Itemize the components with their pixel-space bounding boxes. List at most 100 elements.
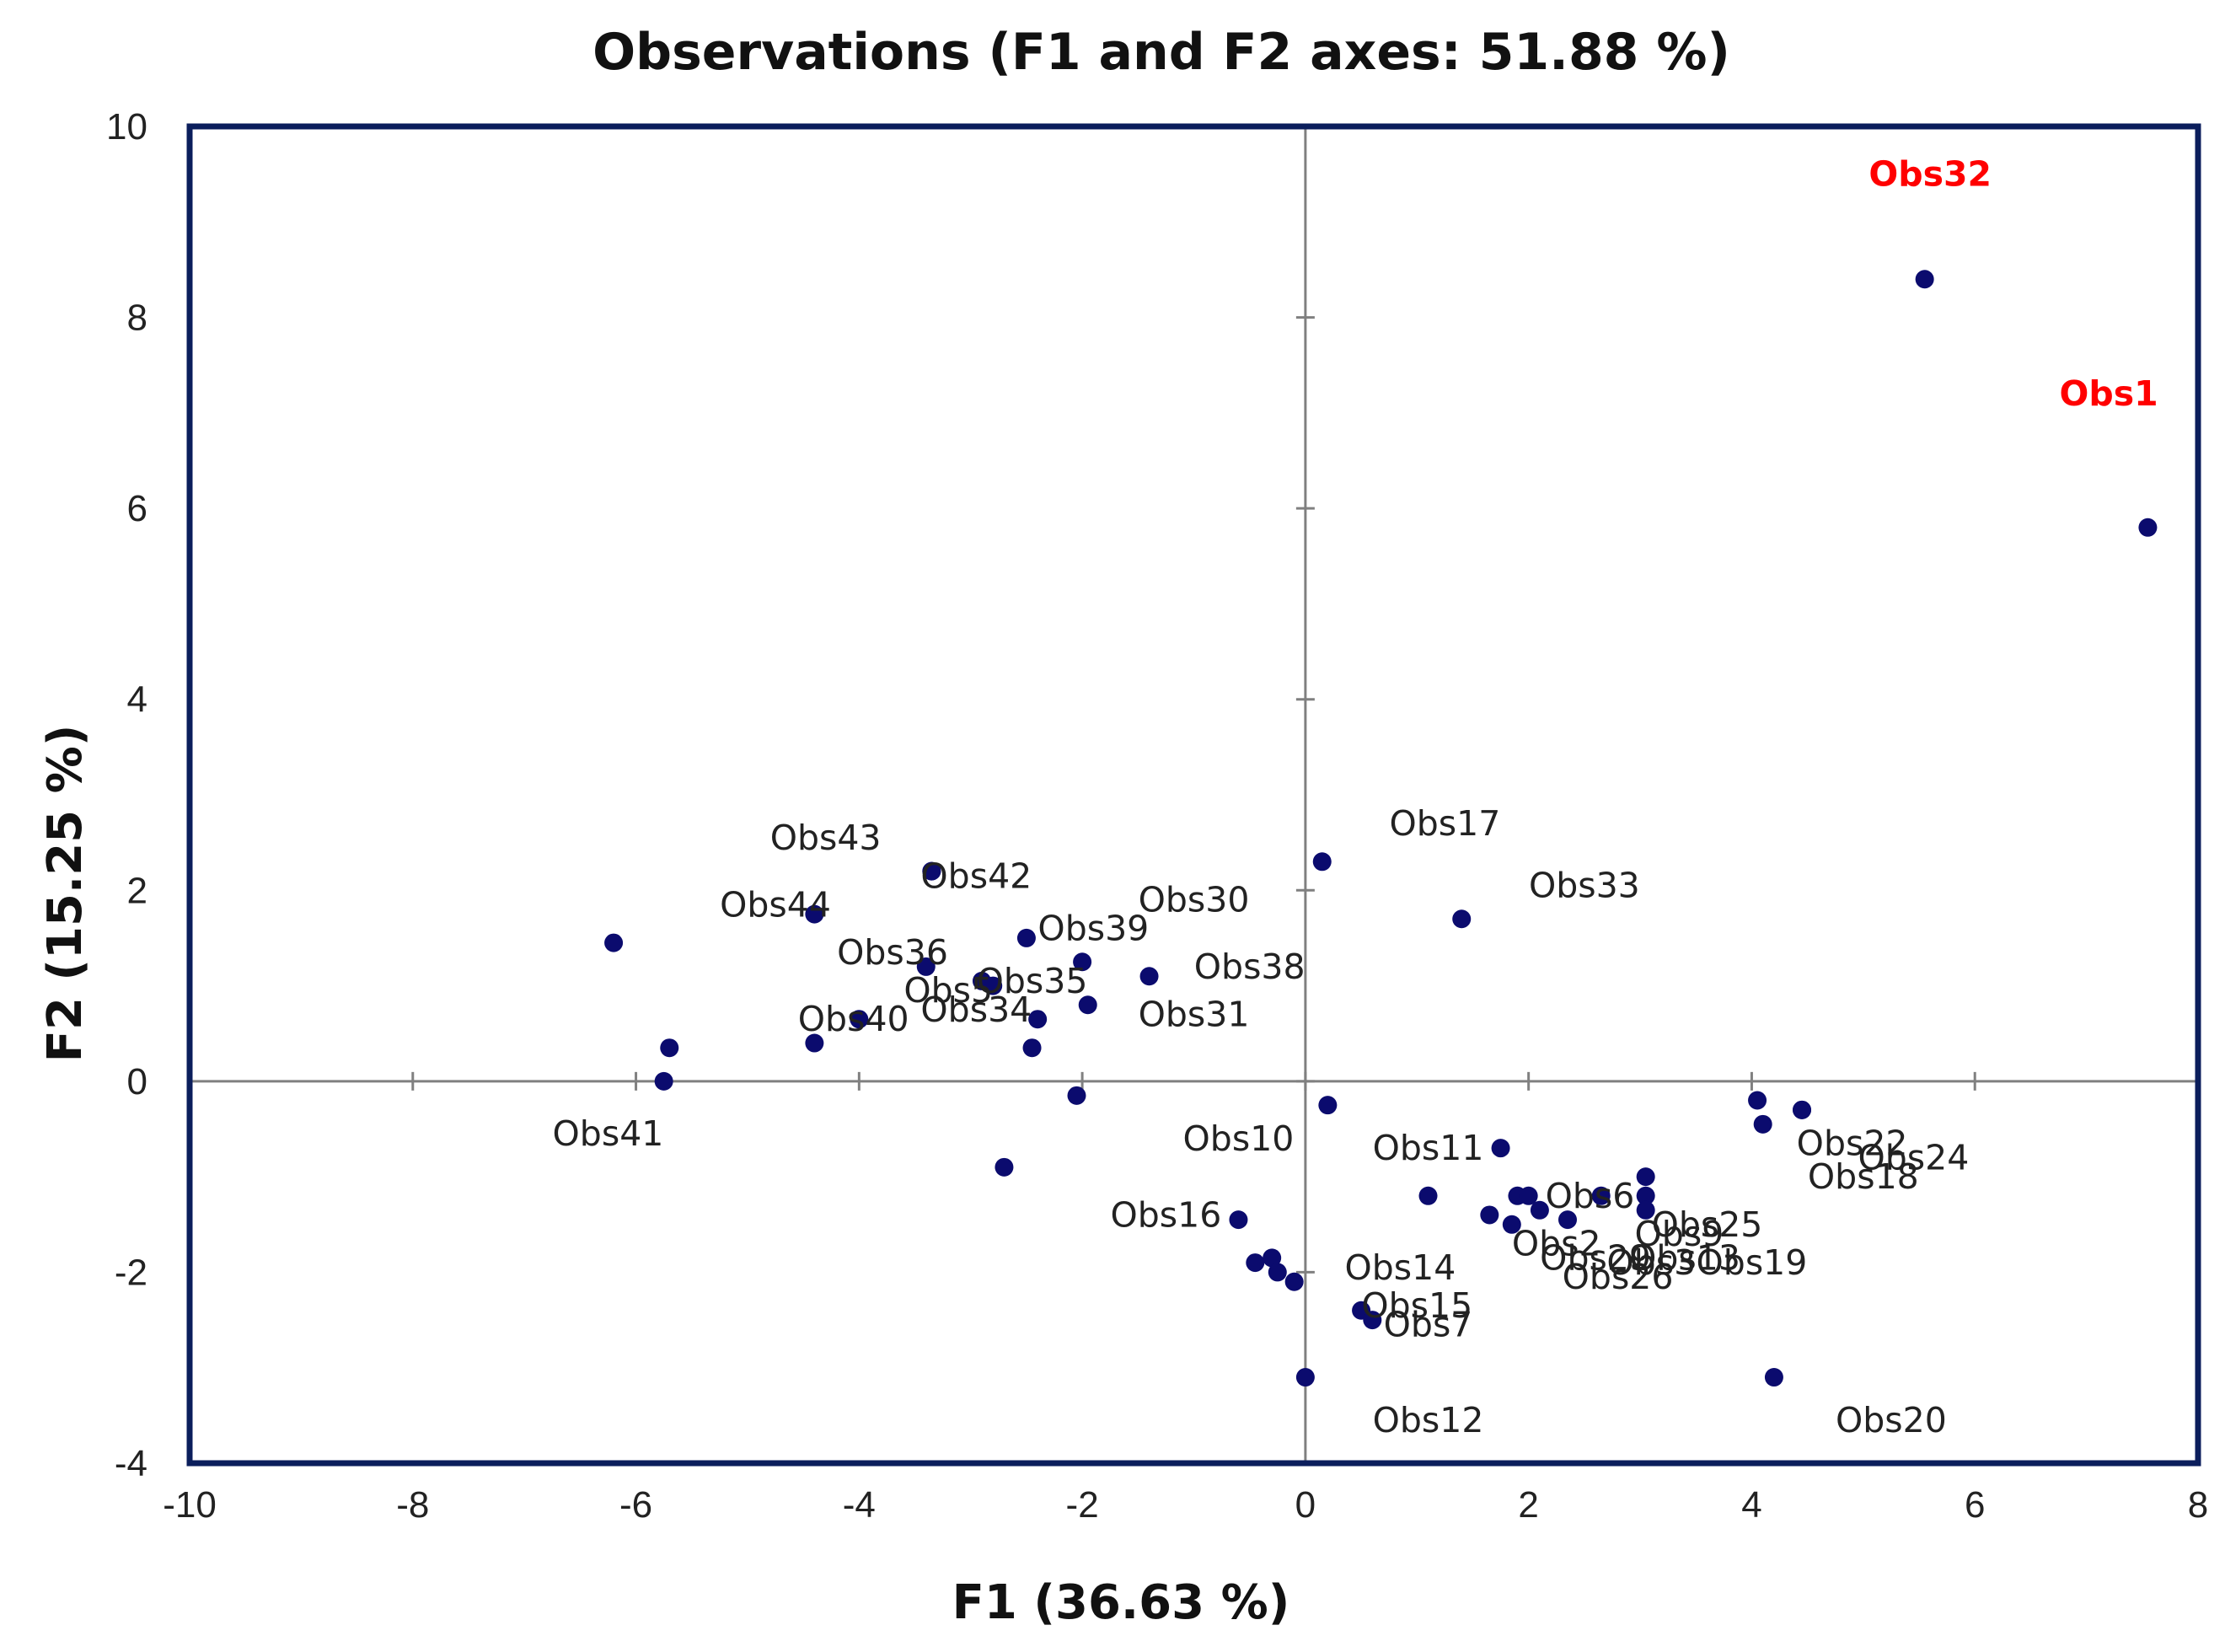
point-label: Obs17 bbox=[1389, 803, 1500, 844]
x-tick-label: 6 bbox=[1965, 1484, 1985, 1526]
x-tick-label: 0 bbox=[1295, 1484, 1316, 1526]
data-point bbox=[1363, 1311, 1382, 1330]
data-point bbox=[1793, 1100, 1812, 1119]
point-label: Obs22 bbox=[1797, 1123, 1908, 1163]
x-tick-label: -4 bbox=[843, 1484, 876, 1526]
data-point bbox=[1022, 1038, 1042, 1058]
data-point bbox=[1016, 928, 1036, 947]
y-tick-label: 2 bbox=[127, 870, 147, 911]
point-label: Obs34 bbox=[920, 990, 1032, 1030]
point-label: Obs11 bbox=[1373, 1128, 1484, 1168]
data-point bbox=[995, 1157, 1014, 1177]
point-label: Obs20 bbox=[1836, 1400, 1947, 1440]
point-label: Obs33 bbox=[1529, 866, 1640, 906]
data-point bbox=[1636, 1200, 1655, 1220]
data-point bbox=[805, 904, 824, 924]
point-label: Obs44 bbox=[720, 884, 831, 925]
data-point bbox=[1519, 1186, 1538, 1205]
data-point bbox=[1268, 1263, 1287, 1282]
data-point bbox=[1491, 1139, 1510, 1158]
data-point bbox=[2138, 518, 2158, 537]
data-point bbox=[1452, 909, 1472, 929]
y-tick-label: -2 bbox=[115, 1252, 147, 1293]
x-tick-label: 2 bbox=[1518, 1484, 1538, 1526]
x-tick-label: -2 bbox=[1066, 1484, 1099, 1526]
point-label: Obs7 bbox=[1384, 1305, 1473, 1345]
x-tick-label: -10 bbox=[163, 1484, 217, 1526]
point-label: Obs40 bbox=[798, 999, 909, 1039]
data-point bbox=[660, 1038, 679, 1058]
point-label: Obs36 bbox=[837, 932, 948, 973]
x-tick-label: -8 bbox=[396, 1484, 429, 1526]
point-label: Obs2 bbox=[1512, 1223, 1601, 1263]
axes-layer bbox=[188, 125, 2200, 1465]
point-label: Obs30 bbox=[1139, 880, 1250, 920]
y-tick-label: 8 bbox=[127, 298, 147, 339]
y-axis-title: F2 (15.25 %) bbox=[38, 725, 93, 1063]
data-point bbox=[850, 1010, 869, 1029]
point-label: Obs35 bbox=[977, 961, 1088, 1001]
point-label: Obs6 bbox=[1546, 1176, 1635, 1216]
y-tick-label: 0 bbox=[127, 1061, 147, 1102]
data-point bbox=[984, 976, 1003, 995]
data-point bbox=[1246, 1253, 1265, 1273]
x-tick-label: 8 bbox=[2188, 1484, 2208, 1526]
data-point bbox=[604, 933, 624, 952]
point-label: Obs15 bbox=[1361, 1285, 1472, 1326]
point-label: Obs3 bbox=[1606, 1242, 1696, 1283]
data-point bbox=[916, 957, 936, 976]
data-point bbox=[1295, 1368, 1315, 1387]
y-tick-label: 10 bbox=[106, 106, 147, 148]
point-label: Obs5 bbox=[903, 970, 993, 1011]
data-point bbox=[1284, 1272, 1304, 1291]
data-point bbox=[1312, 852, 1332, 872]
point-label: Obs26 bbox=[1563, 1257, 1674, 1297]
data-point bbox=[1636, 1167, 1655, 1187]
data-point bbox=[1078, 995, 1097, 1015]
data-point bbox=[1263, 1248, 1282, 1268]
point-label: Obs9 bbox=[1635, 1214, 1724, 1254]
point-label: Obs42 bbox=[920, 856, 1032, 896]
point-label: Obs29 bbox=[1540, 1237, 1651, 1278]
y-tick-label: -4 bbox=[115, 1443, 147, 1484]
data-point bbox=[805, 1033, 824, 1053]
point-label: Obs24 bbox=[1858, 1137, 1969, 1177]
data-point bbox=[1753, 1114, 1772, 1134]
tick-labels: -10 -8 -6 -4 -2 0 2 4 6 8 -4 -2 0 2 4 6 8 10 bbox=[106, 106, 2208, 1526]
data-point bbox=[1318, 1096, 1338, 1115]
data-point bbox=[1764, 1368, 1783, 1387]
data-point bbox=[1530, 1200, 1549, 1220]
point-label: Obs32 bbox=[1868, 154, 1992, 195]
point-label: Obs31 bbox=[1139, 995, 1250, 1035]
x-axis-title: F1 (36.63 %) bbox=[952, 1575, 1290, 1630]
data-point bbox=[1502, 1215, 1521, 1234]
point-label: Obs10 bbox=[1183, 1118, 1295, 1159]
point-label: Obs43 bbox=[770, 818, 882, 858]
point-label: Obs25 bbox=[1652, 1204, 1763, 1245]
data-point bbox=[1591, 1186, 1611, 1205]
point-label: Obs41 bbox=[553, 1113, 664, 1154]
y-tick-label: 6 bbox=[127, 488, 147, 529]
point-label: Obs19 bbox=[1697, 1242, 1808, 1283]
chart-title: Observations (F1 and F2 axes: 51.88 %) bbox=[592, 23, 1730, 82]
point-label: Obs16 bbox=[1110, 1194, 1221, 1235]
y-tick-label: 4 bbox=[127, 679, 147, 721]
data-point bbox=[1067, 1086, 1086, 1105]
data-point bbox=[1915, 270, 1934, 289]
data-point bbox=[1139, 967, 1159, 986]
data-point bbox=[1073, 952, 1092, 972]
point-label: Obs39 bbox=[1037, 909, 1149, 949]
point-label: Obs12 bbox=[1373, 1400, 1484, 1440]
data-point bbox=[922, 861, 941, 881]
x-tick-label: -6 bbox=[619, 1484, 652, 1526]
point-label: Obs38 bbox=[1194, 947, 1306, 987]
data-point bbox=[1418, 1186, 1438, 1205]
x-tick-label: 4 bbox=[1741, 1484, 1761, 1526]
point-label: Obs14 bbox=[1344, 1247, 1456, 1288]
point-label: Obs13 bbox=[1629, 1237, 1740, 1278]
point-layer bbox=[604, 270, 2158, 1387]
point-label: Obs18 bbox=[1808, 1156, 1919, 1197]
point-label-layer: Obs32 Obs1 Obs17 Obs33 Obs43 Obs42 Obs44 Obs41 O… bbox=[553, 154, 2158, 1440]
data-point bbox=[1748, 1091, 1767, 1110]
